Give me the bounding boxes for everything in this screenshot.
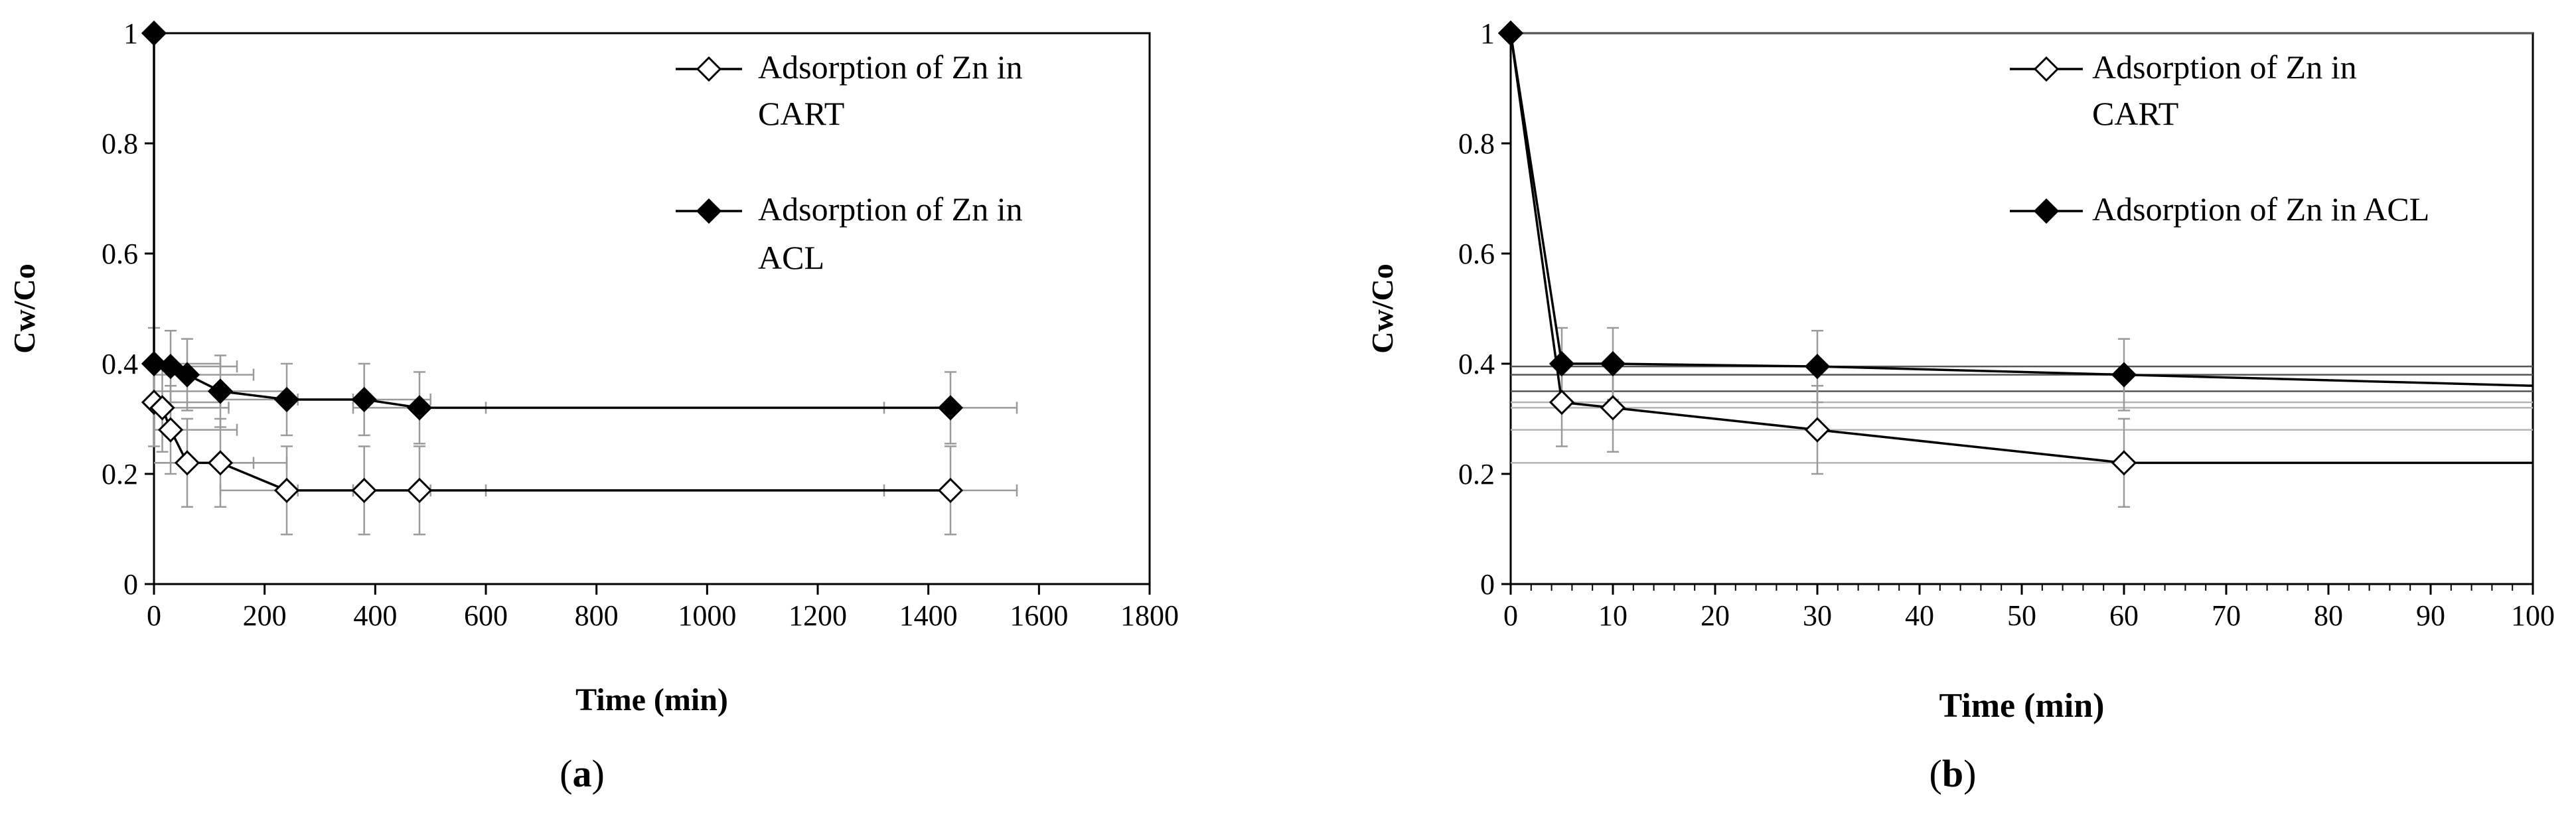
x-tick-label: 20 [1701,599,1730,632]
legend-entry-label: Adsorption of Zn in [758,48,1023,86]
plot-area-frame-b [1509,32,2534,585]
y-tick-label: 1 [1480,17,1495,50]
legend-a: Adsorption of Zn in CART Adsorption of Zn … [676,48,1023,276]
x-tick-label: 90 [2416,599,2445,632]
plot-area-frame-a [153,32,1151,585]
series-line [1509,33,2534,387]
data-point-filled-diamond [174,362,200,388]
x-tick-label: 200 [243,599,287,632]
data-point-open-diamond [937,477,964,504]
series-line [1509,33,2533,465]
y-axis-label-a: Cw/Co [7,263,41,353]
legend-entry-label: CART [758,95,844,132]
y-tick-label: 0 [123,568,138,601]
x-ticks-a: 0 200 400 600 800 1000 1200 1400 1600 1800 [147,584,1179,632]
data-point-open-diamond [207,450,234,476]
x-tick-label: 1600 [1010,599,1068,632]
x-tick-label: 0 [147,599,161,632]
data-point-open-diamond [273,477,300,504]
panel-label-a: (a) [560,752,605,795]
x-tick-label: 70 [2212,599,2241,632]
panel-a: 0 0.2 0.4 0.6 0.8 1 0 200 400 600 800 1000 1200 1400… [7,17,1179,795]
data-point-filled-diamond [2111,362,2137,388]
error-bars-b [1556,327,2130,508]
y-tick-label: 1 [123,17,138,50]
y-tick-label: 0 [1480,568,1495,601]
y-ticks-a: 0 0.2 0.4 0.6 0.8 1 [102,17,154,601]
x-tick-label: 1000 [678,599,736,632]
series-markers-b [1497,20,2137,476]
svg-text:(a): (a) [560,752,605,795]
data-point-open-diamond [1549,389,1575,415]
legend-b: Adsorption of Zn in CART Adsorption of Zn … [2010,48,2429,228]
series-markers-a [141,20,964,504]
x-tick-label: 1200 [789,599,847,632]
x-tick-label: 50 [2007,599,2036,632]
x-tick-label: 400 [353,599,397,632]
panel-b: 0 0.2 0.4 0.6 0.8 1 0 10 20 30 40 50 60 70 80 90 100 Ad… [1365,17,2555,795]
data-point-filled-diamond [1497,20,1524,46]
x-tick-label: 1800 [1120,599,1179,632]
x-tick-label: 40 [1905,599,1934,632]
legend-filled-diamond [2033,198,2060,224]
data-point-filled-diamond [141,20,167,46]
data-point-open-diamond [1600,395,1626,421]
data-point-filled-diamond [406,395,433,421]
data-point-open-diamond [406,477,433,504]
x-tick-label: 80 [2314,599,2343,632]
legend-entry-label: Adsorption of Zn in ACL [2092,190,2429,228]
y-tick-label: 0.2 [102,458,138,490]
x-tick-label: 10 [1598,599,1628,632]
y-axis-label-b: Cw/Co [1365,263,1399,353]
data-point-filled-diamond [937,395,964,421]
x-tick-label: 0 [1503,599,1518,632]
y-tick-label: 0.6 [1458,238,1495,270]
legend-filled-diamond [696,198,722,224]
data-point-filled-diamond [273,386,300,413]
data-point-filled-diamond [157,354,184,380]
data-point-filled-diamond [351,386,377,413]
x-axis-label-a: Time (min) [575,682,728,717]
y-tick-label: 0.4 [102,348,138,380]
legend-entry-label: ACL [758,239,824,276]
data-point-filled-diamond [141,350,167,377]
y-tick-label: 0.6 [102,238,138,270]
svg-text:(b): (b) [1930,752,1977,795]
data-point-open-diamond [2111,450,2137,476]
x-tick-label: 100 [2511,599,2555,632]
data-point-open-diamond [1804,417,1831,443]
reference-lines-b [1511,32,2533,464]
y-ticks-b: 0 0.2 0.4 0.6 0.8 1 [1458,17,1511,601]
x-tick-label: 60 [2109,599,2139,632]
error-bars-a [148,327,1018,536]
x-tick-label: 1400 [899,599,958,632]
y-tick-label: 0.2 [1458,458,1495,490]
data-point-open-diamond [149,395,175,421]
x-tick-label: 30 [1803,599,1832,632]
data-point-open-diamond [351,477,377,504]
y-tick-label: 0.8 [1458,127,1495,160]
y-tick-label: 0.8 [102,127,138,160]
y-tick-label: 0.4 [1458,348,1495,380]
x-axis-label-b: Time (min) [1939,687,2105,725]
x-tick-label: 600 [464,599,508,632]
x-ticks-b: 0 10 20 30 40 50 60 70 80 90 100 [1503,584,2555,632]
data-point-filled-diamond [1600,350,1626,377]
legend-open-diamond [2033,56,2060,82]
legend-open-diamond [696,56,722,82]
data-point-filled-diamond [1804,354,1831,380]
data-point-open-diamond [174,450,200,476]
data-point-filled-diamond [207,378,234,404]
data-point-filled-diamond [1549,350,1575,377]
legend-entry-label: Adsorption of Zn in [2092,48,2357,86]
x-tick-label: 800 [575,599,619,632]
series-lines-b [1509,33,2534,465]
panel-label-b: (b) [1930,752,1977,795]
legend-entry-label: CART [2092,95,2178,132]
series-line [153,401,950,492]
data-point-open-diamond [157,417,184,443]
legend-entry-label: Adsorption of Zn in [758,190,1023,228]
